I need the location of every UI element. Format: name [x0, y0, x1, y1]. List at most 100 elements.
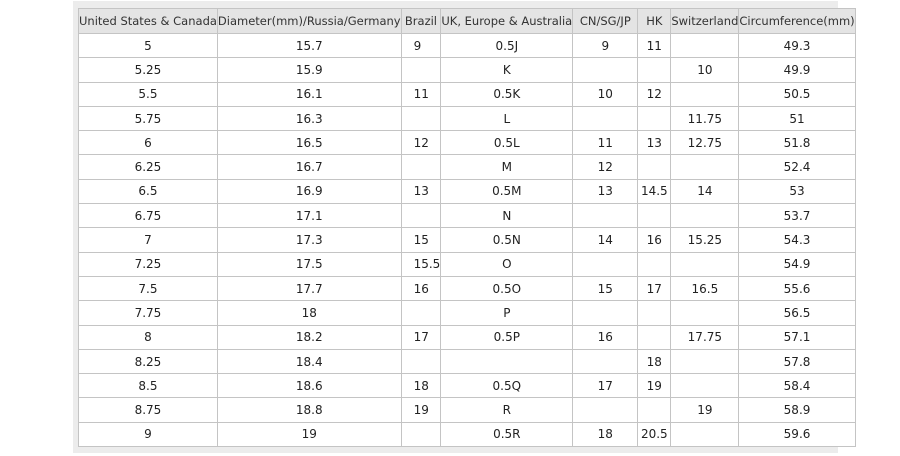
table-cell: 17 — [572, 373, 639, 399]
table-cell: 7.5 — [78, 275, 218, 302]
table-cell: 17 — [400, 324, 442, 350]
empty-cell — [637, 300, 672, 326]
table-row: 7.5 17.7 16 0.5O 15 17 16.5 55.6 — [78, 275, 856, 302]
empty-cell — [670, 81, 740, 107]
table-cell: 0.5P — [440, 324, 574, 350]
table-cell: 49.9 — [738, 57, 856, 83]
table-body: 5 15.7 9 0.5J 9 11 49.3 5.25 15.9 K 10 49.9 5.5 16.1 1… — [78, 32, 856, 448]
empty-cell — [400, 300, 442, 326]
empty-cell — [400, 421, 442, 448]
table-cell: 18.8 — [216, 397, 402, 423]
empty-cell — [400, 203, 442, 229]
table-row: 6 16.5 12 0.5L 11 13 12.75 51.8 — [78, 130, 856, 156]
table-cell: 15.5 — [400, 251, 442, 277]
table-cell: 19 — [400, 397, 442, 423]
table-cell: 9 — [572, 32, 639, 59]
empty-cell — [637, 154, 672, 180]
empty-cell — [670, 421, 740, 448]
table-cell: 50.5 — [738, 81, 856, 107]
table-cell: 6.5 — [78, 178, 218, 205]
table-cell: 16 — [572, 324, 639, 350]
table-cell: 9 — [400, 32, 442, 59]
header-cell: HK — [637, 8, 672, 34]
header-cell: UK, Europe & Australia — [440, 8, 574, 34]
table-cell: 17.7 — [216, 275, 402, 302]
table-cell: 16.3 — [216, 105, 402, 132]
table-cell: 18 — [572, 421, 639, 448]
table-cell: 16 — [400, 275, 442, 302]
empty-cell — [572, 57, 639, 83]
empty-cell — [637, 57, 672, 83]
table-cell: 11.75 — [670, 105, 740, 132]
table-cell: 15.7 — [216, 32, 402, 59]
empty-cell — [670, 348, 740, 375]
table-cell: 15 — [400, 227, 442, 253]
header-row: United States & Canada Diameter(mm)/Russi… — [78, 8, 856, 34]
table-cell: 18.4 — [216, 348, 402, 375]
table-cell: 11 — [400, 81, 442, 107]
empty-cell — [637, 105, 672, 132]
table-cell: 0.5J — [440, 32, 574, 59]
table-cell: 12 — [400, 130, 442, 156]
table-cell: O — [440, 251, 574, 277]
table-row: 6.5 16.9 13 0.5M 13 14.5 14 53 — [78, 178, 856, 205]
empty-cell — [637, 203, 672, 229]
table-cell: 0.5K — [440, 81, 574, 107]
empty-cell — [572, 105, 639, 132]
table-cell: 9 — [78, 421, 218, 448]
table-cell: 16 — [637, 227, 672, 253]
empty-cell — [670, 373, 740, 399]
table-cell: 11 — [637, 32, 672, 59]
table-cell: 58.4 — [738, 373, 856, 399]
table-cell: 18.6 — [216, 373, 402, 399]
table-cell: 0.5L — [440, 130, 574, 156]
table-cell: 7 — [78, 227, 218, 253]
empty-cell — [400, 57, 442, 83]
empty-cell — [400, 105, 442, 132]
table-cell: 11 — [572, 130, 639, 156]
table-cell: 49.3 — [738, 32, 856, 59]
empty-cell — [637, 397, 672, 423]
empty-cell — [440, 348, 574, 375]
table-cell: 16.9 — [216, 178, 402, 205]
empty-cell — [637, 324, 672, 350]
table-cell: 13 — [572, 178, 639, 205]
table-cell: 16.5 — [670, 275, 740, 302]
table-row: 7.75 18 P 56.5 — [78, 300, 856, 326]
table-cell: 8.75 — [78, 397, 218, 423]
table-cell: 5 — [78, 32, 218, 59]
table-cell: 18 — [216, 300, 402, 326]
table-cell: 14.5 — [637, 178, 672, 205]
table-row: 9 19 0.5R 18 20.5 59.6 — [78, 421, 856, 448]
empty-cell — [572, 203, 639, 229]
header-cell: Circumference(mm) — [738, 8, 856, 34]
table-cell: 15.25 — [670, 227, 740, 253]
table-cell: 15 — [572, 275, 639, 302]
table-cell: 57.8 — [738, 348, 856, 375]
table-cell: 5.25 — [78, 57, 218, 83]
table-cell: M — [440, 154, 574, 180]
table-cell: 0.5O — [440, 275, 574, 302]
table-row: 7.25 17.5 15.5 O 54.9 — [78, 251, 856, 277]
table-cell: 19 — [216, 421, 402, 448]
header-cell: Diameter(mm)/Russia/Germany — [216, 8, 402, 34]
table-cell: 0.5R — [440, 421, 574, 448]
table-cell: 59.6 — [738, 421, 856, 448]
empty-cell — [572, 397, 639, 423]
table-row: 6.25 16.7 M 12 52.4 — [78, 154, 856, 180]
table-row: 8 18.2 17 0.5P 16 17.75 57.1 — [78, 324, 856, 350]
table-row: 5.75 16.3 L 11.75 51 — [78, 105, 856, 132]
table-cell: 17.5 — [216, 251, 402, 277]
table-cell: L — [440, 105, 574, 132]
table-cell: 0.5M — [440, 178, 574, 205]
empty-cell — [572, 300, 639, 326]
table-cell: 17.3 — [216, 227, 402, 253]
table-cell: 19 — [670, 397, 740, 423]
table-cell: 54.9 — [738, 251, 856, 277]
table-cell: K — [440, 57, 574, 83]
table-cell: 18 — [637, 348, 672, 375]
table-cell: 51 — [738, 105, 856, 132]
empty-cell — [670, 203, 740, 229]
table-cell: 51.8 — [738, 130, 856, 156]
